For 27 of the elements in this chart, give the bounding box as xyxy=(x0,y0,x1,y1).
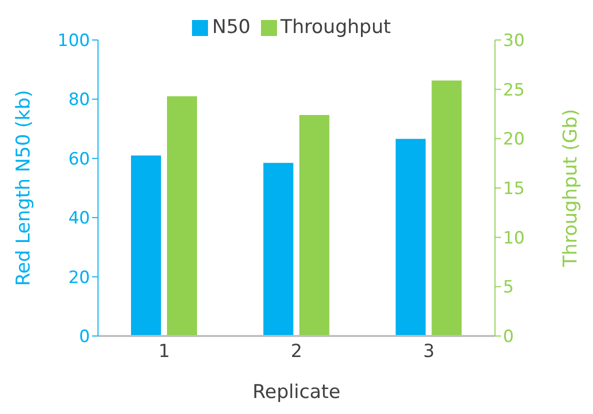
y2-tick-label: 20 xyxy=(503,130,525,150)
y2-axis-title: Throughput (Gb) xyxy=(560,108,582,268)
y2-tick-label: 30 xyxy=(503,31,525,52)
y-tick-label: 100 xyxy=(58,31,90,52)
x-tick-label: 3 xyxy=(423,340,435,362)
y2-tick-label: 10 xyxy=(503,228,525,248)
bar xyxy=(396,138,426,336)
bar xyxy=(263,162,294,336)
bar xyxy=(167,96,197,336)
y-tick-label: 20 xyxy=(68,268,90,288)
bar xyxy=(299,114,330,336)
legend-label: N50 xyxy=(212,16,250,38)
y-tick-label: 80 xyxy=(68,90,90,110)
y-tick-label: 0 xyxy=(79,327,90,348)
bar xyxy=(131,155,161,336)
y-axis-title: Red Length N50 (kb) xyxy=(12,90,35,286)
x-axis-title: Replicate xyxy=(252,381,340,403)
bar xyxy=(432,80,462,336)
y-tick-label: 40 xyxy=(68,208,90,229)
x-tick-label: 1 xyxy=(158,340,170,362)
legend-label: Throughput xyxy=(280,16,391,38)
x-tick-label: 2 xyxy=(290,340,302,362)
y2-tick-label: 25 xyxy=(503,80,525,100)
y2-tick-label: 5 xyxy=(503,278,514,298)
y2-tick-label: 0 xyxy=(503,327,514,348)
y-tick-label: 60 xyxy=(68,149,90,170)
y2-tick-label: 15 xyxy=(503,179,525,200)
